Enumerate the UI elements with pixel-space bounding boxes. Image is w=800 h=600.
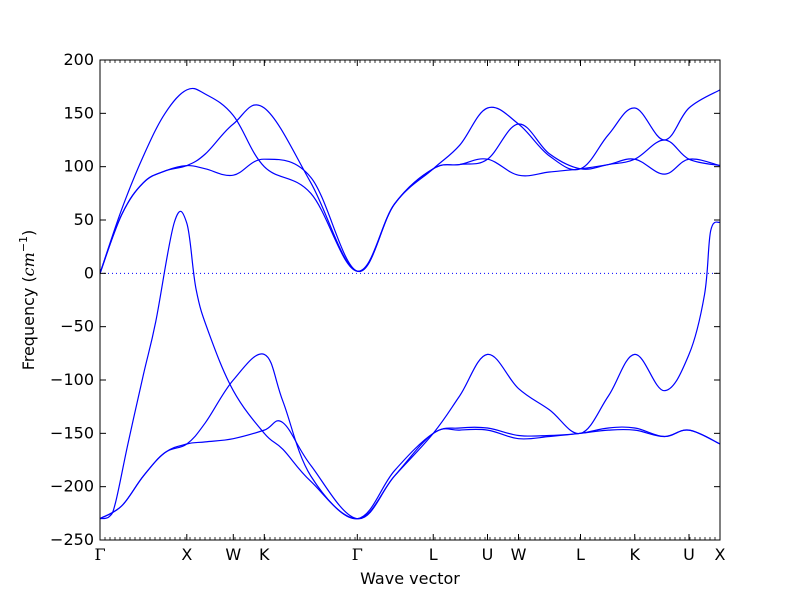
- y-tick-label: −200: [50, 477, 94, 496]
- y-axis-label-prefix: Frequency (: [19, 276, 38, 370]
- series-group: [99, 87, 721, 520]
- y-axis-label-exponent: −1: [17, 236, 30, 252]
- band-line-6: [99, 420, 721, 520]
- y-tick-label: 100: [63, 157, 94, 176]
- x-tick-label: U: [683, 545, 695, 564]
- y-tick-label: −150: [50, 423, 94, 442]
- x-tick-label: K: [259, 545, 270, 564]
- band-line-3: [99, 139, 721, 274]
- x-tick-label: K: [630, 545, 641, 564]
- plot-background: [100, 60, 720, 540]
- y-tick-label: 200: [63, 50, 94, 69]
- x-tick-label: X: [181, 545, 192, 564]
- y-tick-label: 150: [63, 103, 94, 122]
- x-axis-label: Wave vector: [360, 569, 460, 588]
- y-axis-label-suffix: ): [19, 230, 38, 236]
- y-tick-label: 50: [74, 210, 94, 229]
- y-tick-label: −250: [50, 530, 94, 549]
- y-axis-label-unit: cm: [19, 252, 38, 276]
- band-line-4: [99, 210, 721, 520]
- x-tick-label: W: [225, 545, 241, 564]
- x-tick-label: L: [429, 545, 438, 564]
- x-tick-label: L: [576, 545, 585, 564]
- y-ticks: −250 −200 −150 −100 −50 0 50 100 150 200: [50, 50, 720, 549]
- x-tick-label: Γ: [352, 545, 363, 564]
- x-tick-label: W: [511, 545, 527, 564]
- y-axis-label: Frequency (cm−1): [17, 230, 38, 371]
- plot-frame: [99, 59, 721, 541]
- x-tick-label: U: [482, 545, 494, 564]
- y-tick-label: 0: [84, 263, 94, 282]
- y-tick-label: −100: [50, 370, 94, 389]
- x-tick-label: Γ: [94, 545, 105, 564]
- y-tick-label: −50: [60, 317, 94, 336]
- x-tick-label: X: [715, 545, 726, 564]
